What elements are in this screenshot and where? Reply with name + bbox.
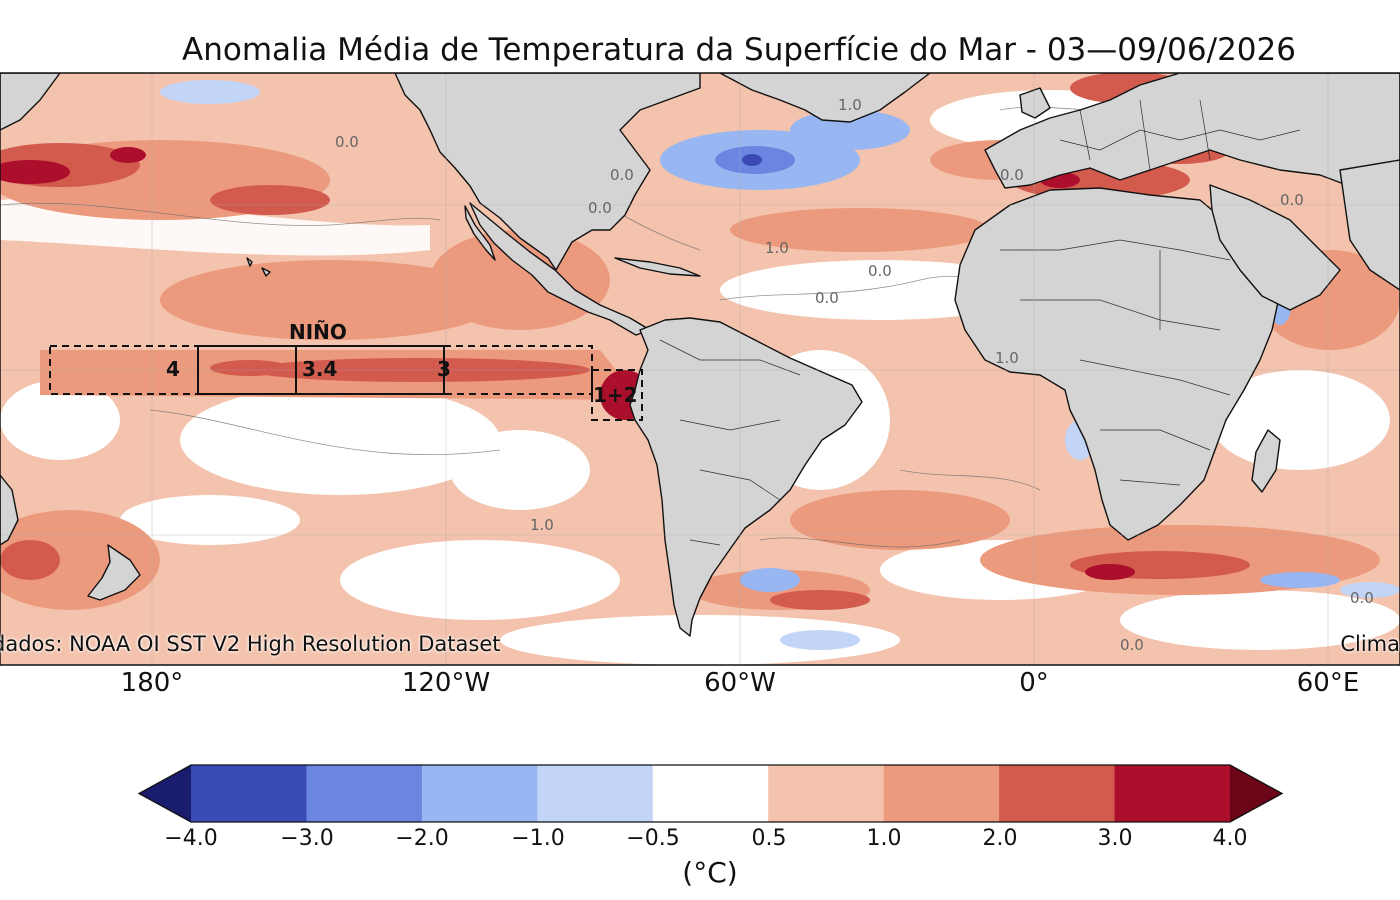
- longitude-tick: 60°W: [704, 668, 776, 698]
- nino-4-label: 4: [166, 357, 180, 381]
- contour-label: 0.0: [1350, 589, 1374, 607]
- longitude-tick: 180°: [120, 668, 184, 698]
- contour-labels: 0.0 0.0 0.0 0.0 0.0 0.0 0.0 0.0 0.0 1.0 …: [335, 96, 1374, 654]
- central-america: [469, 202, 651, 336]
- land-masses: [0, 73, 1400, 637]
- colorbar-segment: [306, 765, 423, 822]
- colorbar-tick: −4.0: [164, 826, 218, 851]
- country-borders: [659, 99, 1301, 546]
- colorbar-segment: [652, 765, 769, 822]
- data-source-credit: dados: NOAA OI SST V2 High Resolution Da…: [0, 632, 501, 656]
- colorbar-tick: 4.0: [1212, 826, 1248, 851]
- south-america: [629, 317, 863, 637]
- longitude-tick: 60°E: [1296, 668, 1360, 698]
- contour-label: 0.0: [588, 199, 612, 217]
- contour-label: 0.0: [1120, 636, 1144, 654]
- nino-3-label: 3: [437, 357, 451, 381]
- nino-title: NIÑO: [289, 320, 347, 344]
- colorbar-tick: 2.0: [982, 826, 1018, 851]
- nino-12-label: 1+2: [593, 383, 638, 407]
- contour-label: 1.0: [765, 239, 789, 257]
- contour-label: 0.0: [1280, 191, 1304, 209]
- colorbar-tick: −3.0: [280, 826, 334, 851]
- map-frame: [0, 72, 1400, 666]
- contour-label: 0.0: [610, 166, 634, 184]
- longitude-tick: 120°W: [401, 668, 491, 698]
- colorbar-extend-high: [1230, 765, 1282, 822]
- nino-34-box: [197, 345, 445, 395]
- colorbar-segment: [421, 765, 538, 822]
- colorbar-extend-low: [139, 765, 191, 822]
- map-title: Anomalia Média de Temperatura da Superfí…: [182, 32, 1296, 68]
- colorbar: [137, 764, 1284, 823]
- colorbar-outline: [137, 764, 1284, 823]
- contour-label: 0.0: [335, 133, 359, 151]
- contour-label: 0.0: [868, 262, 892, 280]
- colorbar-tick: 3.0: [1097, 826, 1133, 851]
- cool-areas: [160, 80, 1400, 650]
- europe: [984, 73, 1400, 191]
- colorbar-segment: [537, 765, 654, 822]
- colorbar-tick: −2.0: [395, 826, 449, 851]
- colorbar-segment: [768, 765, 885, 822]
- colorbar-tick: −0.5: [626, 826, 680, 851]
- colorbar-segment: [191, 765, 307, 822]
- contour-label: 0.0: [815, 289, 839, 307]
- nino-34-label: 3.4: [302, 357, 338, 381]
- colorbar-segment: [1114, 765, 1231, 822]
- colorbar-unit: (°C): [682, 856, 738, 889]
- colorbar-segment: [999, 765, 1116, 822]
- longitude-tick: 0°: [1019, 668, 1049, 698]
- colorbar-tick: 0.5: [751, 826, 787, 851]
- colorbar-tick: 1.0: [866, 826, 902, 851]
- colorbar-ticks: −4.0 −3.0 −2.0 −1.0 −0.5 0.5 1.0 2.0 3.0…: [0, 826, 1400, 856]
- nino-12-box: [591, 369, 643, 421]
- contour-label: 0.0: [1000, 166, 1024, 184]
- graticule: [0, 73, 1400, 665]
- greenland: [719, 73, 931, 123]
- author-credit: Clima: [1340, 632, 1400, 656]
- colorbar-segment: [883, 765, 1000, 822]
- contour-label: 1.0: [838, 96, 862, 114]
- nino-regions: [49, 345, 643, 421]
- north-america: [394, 73, 701, 271]
- sst-anomaly-map: 0.0 0.0 0.0 0.0 0.0 0.0 0.0 0.0 0.0 1.0 …: [0, 72, 1400, 666]
- contour-label: 1.0: [995, 349, 1019, 367]
- longitude-axis: 180° 120°W 60°W 0° 60°E: [0, 668, 1400, 708]
- colorbar-segments: [137, 764, 1284, 823]
- colorbar-tick: −1.0: [511, 826, 565, 851]
- contour-label: 1.0: [530, 516, 554, 534]
